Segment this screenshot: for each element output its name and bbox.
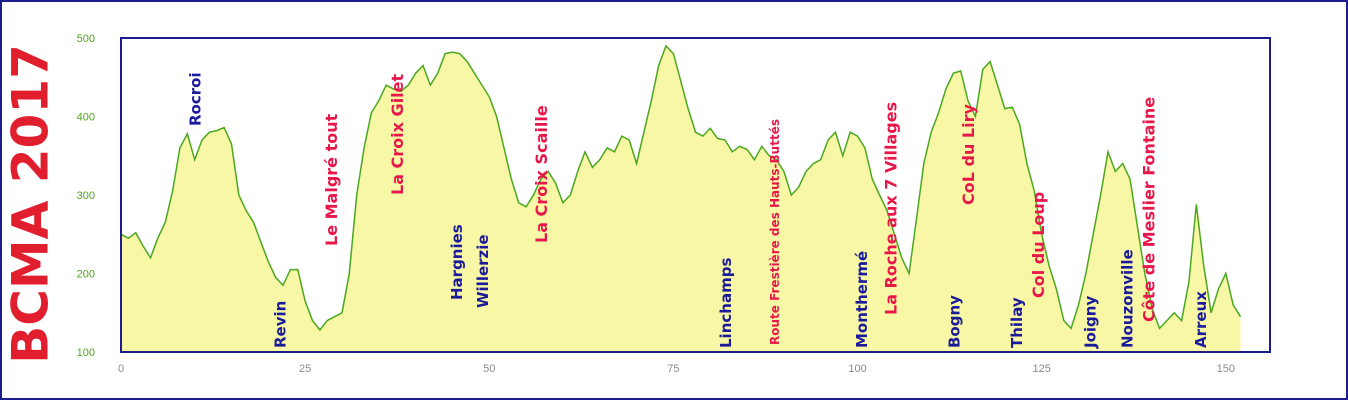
x-tick-label: 0 bbox=[118, 363, 124, 375]
place-label: Hargnies bbox=[448, 224, 466, 300]
climb-label: Côte de Meslier Fontaine bbox=[1140, 97, 1159, 322]
climb-label: La Roche aux 7 Villages bbox=[882, 102, 901, 315]
place-label: Monthermé bbox=[853, 251, 871, 348]
route-labels: Rocroi Revin Hargnies Willerzie Linchamps Mon… bbox=[187, 72, 1210, 349]
climb-label: La Croix Gilet bbox=[388, 73, 407, 195]
y-tick-label: 200 bbox=[77, 269, 95, 281]
y-tick-label: 100 bbox=[77, 347, 95, 359]
x-tick-label: 150 bbox=[1217, 363, 1235, 375]
place-label: Bogny bbox=[945, 295, 963, 348]
place-label: Thilay bbox=[1008, 297, 1026, 348]
x-tick-label: 125 bbox=[1032, 363, 1050, 375]
y-tick-label: 500 bbox=[77, 33, 95, 45]
x-tick-label: 100 bbox=[848, 363, 866, 375]
place-label: Nouzonville bbox=[1118, 249, 1136, 348]
climb-label: Col du Loup bbox=[1029, 192, 1048, 298]
plot-border bbox=[120, 37, 1271, 353]
place-label: Revin bbox=[271, 301, 289, 348]
x-tick-label: 50 bbox=[483, 363, 495, 375]
place-label: Linchamps bbox=[717, 258, 735, 348]
elevation-area-fill bbox=[121, 45, 1241, 353]
y-axis-ticks: 100 200 300 400 500 bbox=[77, 33, 95, 359]
climb-label: La Croix Scaille bbox=[532, 105, 551, 243]
elevation-line bbox=[120, 44, 1242, 332]
place-label: Arreux bbox=[1192, 291, 1210, 348]
place-label: Joigny bbox=[1082, 296, 1100, 349]
chart-title: BCMA 2017 bbox=[2, 44, 60, 364]
climb-label: CoL du Liry bbox=[959, 104, 978, 205]
chart-title-text: BCMA 2017 bbox=[2, 44, 60, 364]
climb-label: Route Frestière des Hauts-Buttés bbox=[768, 119, 782, 345]
climb-label: Le Malgré tout bbox=[322, 113, 341, 246]
y-tick-label: 400 bbox=[77, 112, 95, 124]
place-label: Rocroi bbox=[187, 72, 205, 126]
y-tick-label: 300 bbox=[77, 190, 95, 202]
x-axis-ticks: 0 25 50 75 100 125 150 bbox=[118, 363, 1235, 375]
x-tick-label: 25 bbox=[299, 363, 311, 375]
x-tick-label: 75 bbox=[667, 363, 679, 375]
place-label: Willerzie bbox=[474, 234, 492, 308]
